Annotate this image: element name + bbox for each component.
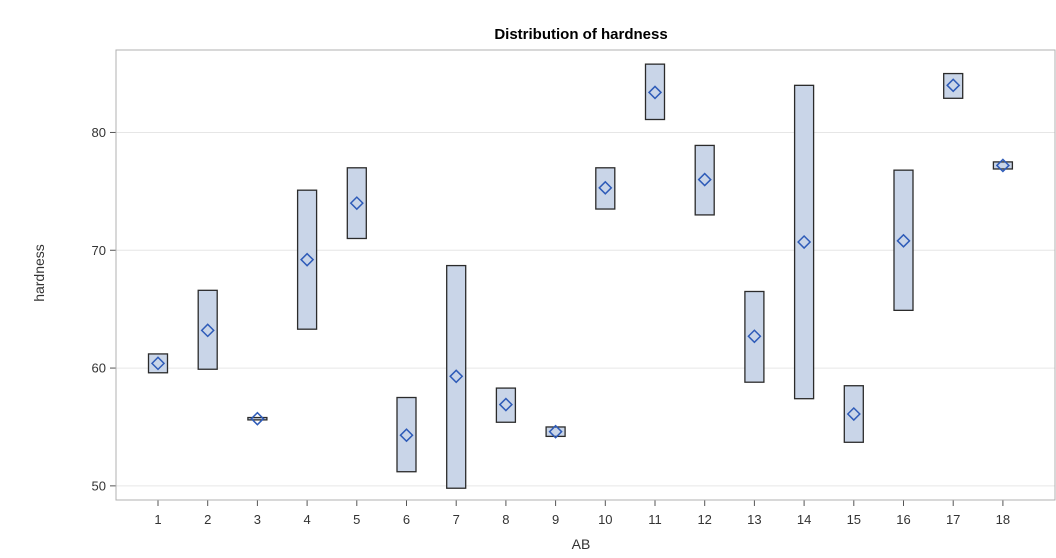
mean-marker-11 xyxy=(647,85,663,100)
box-10 xyxy=(595,167,616,210)
x-axis-label: AB xyxy=(572,536,591,552)
y-tick-label-60: 60 xyxy=(92,361,106,376)
x-tick-label-4: 4 xyxy=(303,512,310,527)
x-tick-label-13: 13 xyxy=(747,512,761,527)
boxes xyxy=(147,63,1014,489)
x-tick-label-12: 12 xyxy=(697,512,711,527)
x-tick-label-1: 1 xyxy=(154,512,161,527)
box-12 xyxy=(694,144,715,216)
x-tick-label-14: 14 xyxy=(797,512,811,527)
chart-title: Distribution of hardness xyxy=(494,26,667,43)
x-tick-label-5: 5 xyxy=(353,512,360,527)
mean-marker-8 xyxy=(498,397,513,412)
mean-marker-2 xyxy=(200,323,215,338)
mean-marker-9 xyxy=(548,424,563,439)
box-group-12 xyxy=(694,144,715,216)
x-tick-label-7: 7 xyxy=(453,512,460,527)
x-tick-label-2: 2 xyxy=(204,512,211,527)
x-tick-label-11: 11 xyxy=(648,512,662,527)
x-tick-label-17: 17 xyxy=(946,512,960,527)
box-17 xyxy=(943,72,964,99)
box-group-5 xyxy=(346,167,367,240)
box-group-17 xyxy=(943,72,964,99)
x-tick-label-16: 16 xyxy=(896,512,910,527)
box-group-9 xyxy=(545,424,566,439)
plot-area-frame xyxy=(115,49,1056,501)
mean-marker-10 xyxy=(598,180,613,195)
box-group-4 xyxy=(296,189,318,330)
mean-marker-12 xyxy=(697,172,712,187)
mean-marker-3 xyxy=(250,411,265,426)
box-group-16 xyxy=(893,169,914,311)
y-tick-label-80: 80 xyxy=(92,125,106,140)
y-axis-ticks: 50 60 70 80 xyxy=(92,125,116,493)
box-3 xyxy=(247,416,268,421)
box-18 xyxy=(992,161,1014,170)
mean-marker-13 xyxy=(747,329,762,344)
x-tick-label-8: 8 xyxy=(502,512,509,527)
x-tick-label-6: 6 xyxy=(403,512,410,527)
box-11 xyxy=(644,63,666,121)
mean-marker-16 xyxy=(896,233,911,248)
box-group-10 xyxy=(595,167,616,210)
box-5 xyxy=(346,167,367,240)
mean-marker-5 xyxy=(349,196,364,211)
y-tick-label-70: 70 xyxy=(92,243,106,258)
box-14 xyxy=(793,84,815,400)
x-tick-label-9: 9 xyxy=(552,512,559,527)
mean-marker-7 xyxy=(449,369,464,384)
box-2 xyxy=(197,289,218,370)
box-8 xyxy=(495,387,517,423)
mean-marker-18 xyxy=(995,158,1010,173)
box-group-11 xyxy=(644,63,666,121)
x-axis-ticks: 1 2 3 4 5 6 7 8 9 10 11 12 13 14 15 16 17 18 xyxy=(154,500,1010,527)
box-group-3 xyxy=(247,411,268,426)
box-15 xyxy=(843,385,864,443)
box-group-8 xyxy=(495,387,517,423)
y-tick-label-50: 50 xyxy=(92,478,106,493)
box-group-14 xyxy=(793,84,815,400)
box-4 xyxy=(296,189,318,330)
box-9 xyxy=(545,426,566,438)
x-tick-label-10: 10 xyxy=(598,512,612,527)
box-group-2 xyxy=(197,289,218,370)
mean-marker-15 xyxy=(846,406,861,422)
mean-marker-4 xyxy=(300,252,315,267)
box-16 xyxy=(893,169,914,311)
box-1 xyxy=(147,353,169,374)
y-axis-label: hardness xyxy=(31,244,47,302)
mean-marker-6 xyxy=(399,428,414,443)
box-group-15 xyxy=(843,385,864,443)
mean-marker-1 xyxy=(150,356,166,371)
box-13 xyxy=(744,290,765,383)
box-group-1 xyxy=(147,353,169,374)
box-group-7 xyxy=(446,264,467,489)
box-group-6 xyxy=(396,396,417,473)
x-tick-label-3: 3 xyxy=(254,512,261,527)
mean-marker-14 xyxy=(797,234,812,250)
box-group-18 xyxy=(992,158,1014,173)
x-tick-label-18: 18 xyxy=(996,512,1010,527)
mean-marker-17 xyxy=(946,78,961,93)
x-tick-label-15: 15 xyxy=(847,512,861,527)
box-6 xyxy=(396,396,417,473)
box-group-13 xyxy=(744,290,765,383)
box-7 xyxy=(446,264,467,489)
